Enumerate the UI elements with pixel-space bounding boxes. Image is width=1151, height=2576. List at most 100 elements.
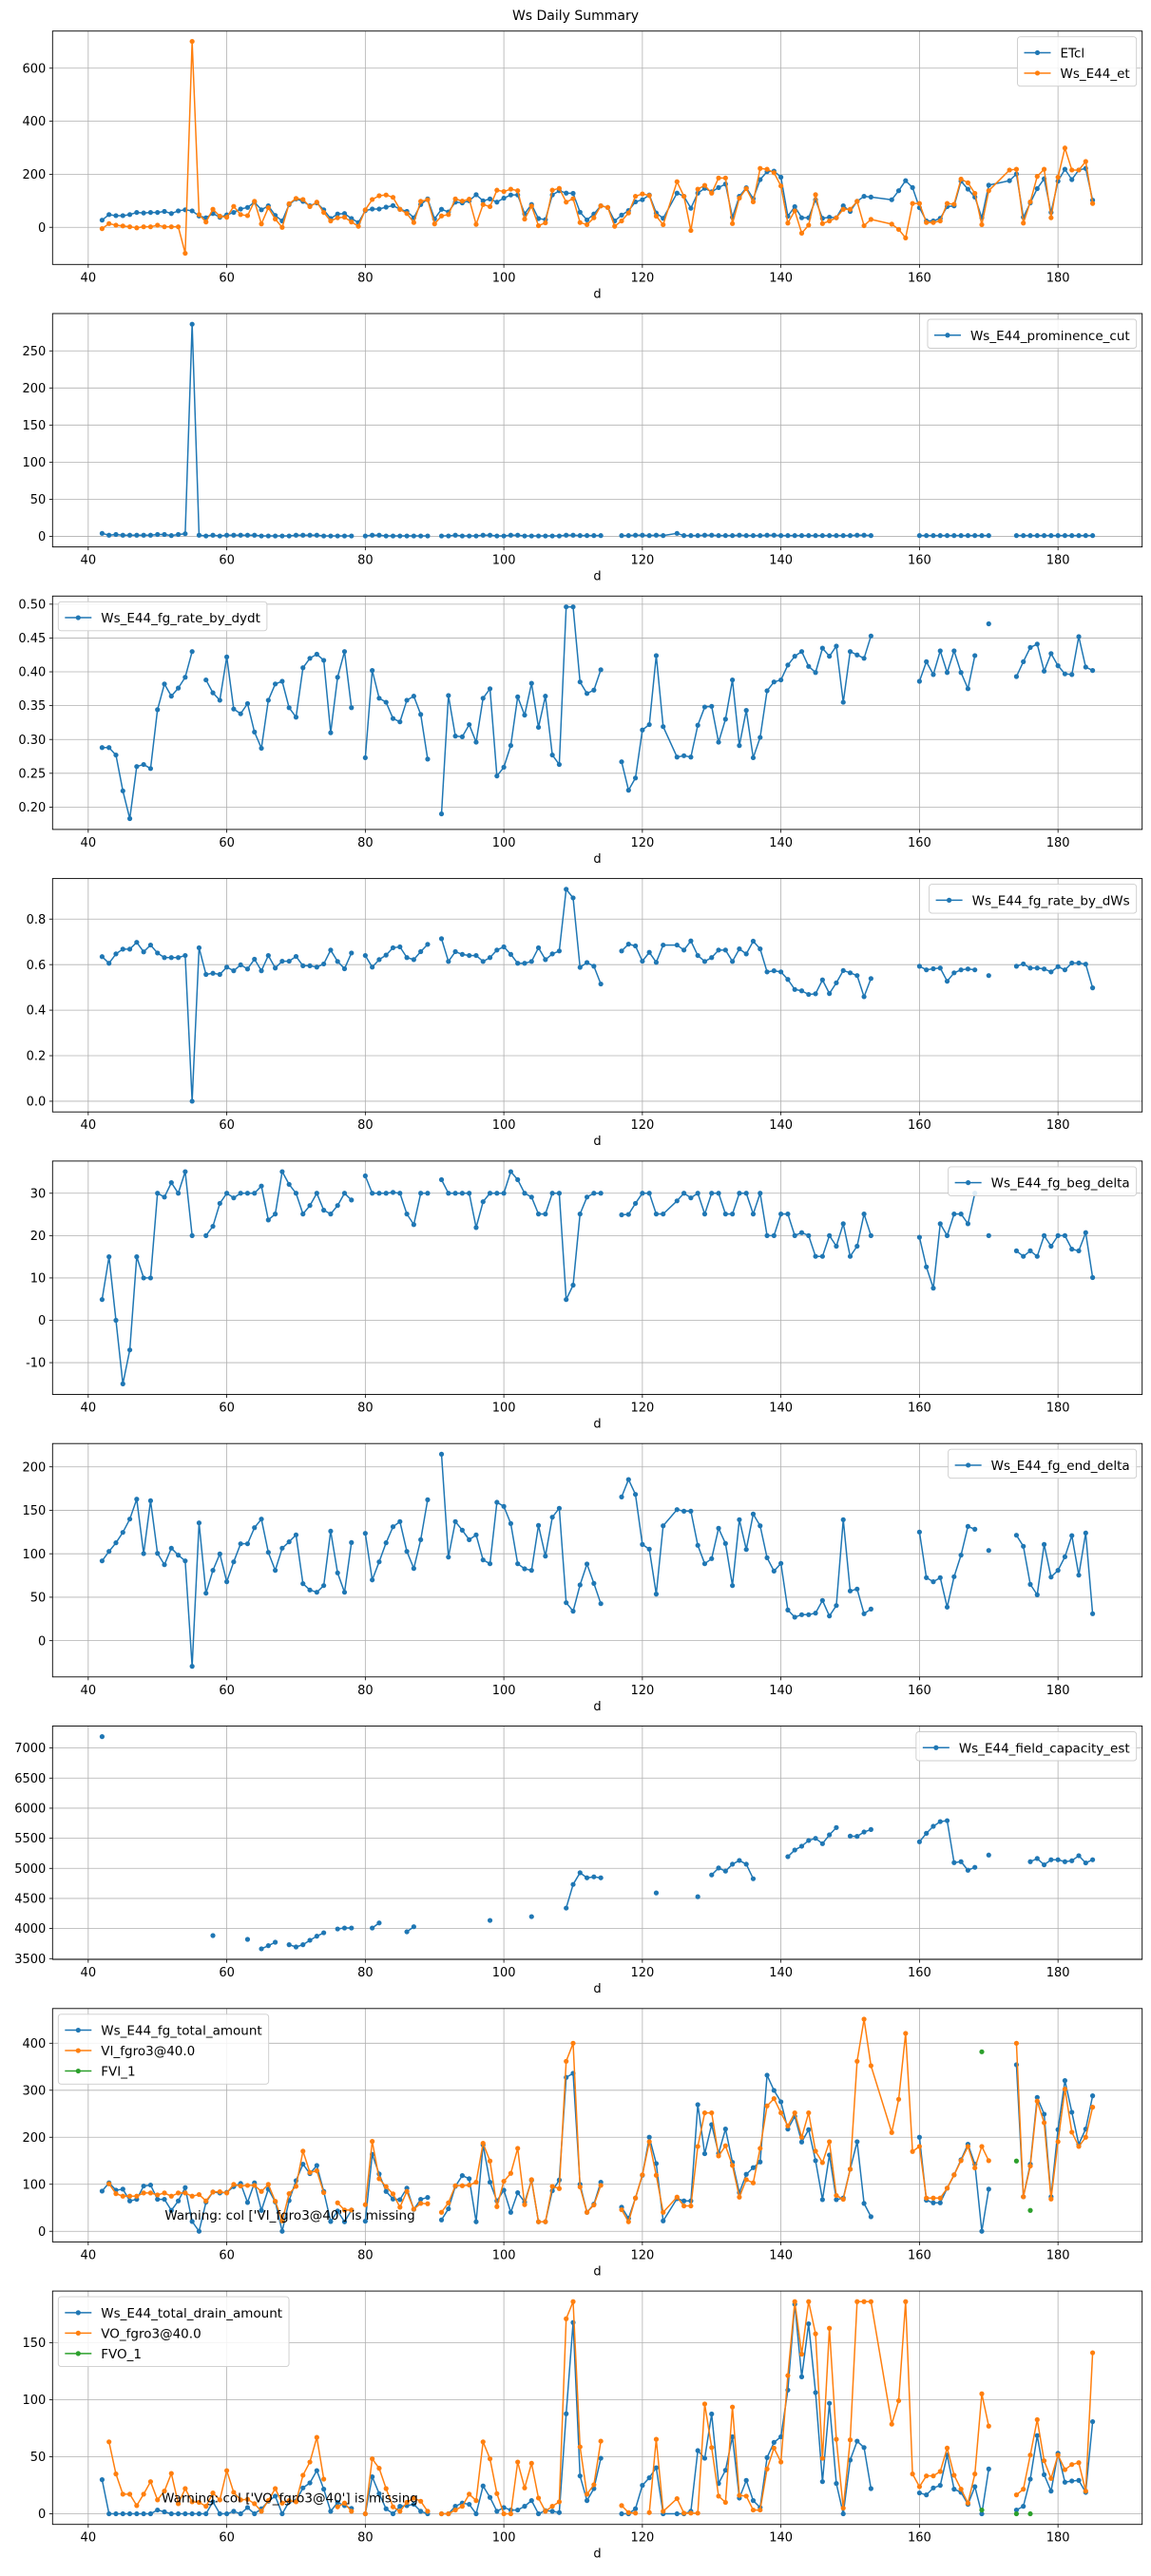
data-point [162, 681, 167, 687]
legend-box [57, 2013, 270, 2085]
data-point [1027, 2207, 1033, 2213]
y-tick-label: 5000 [14, 1862, 46, 1877]
data-point [903, 235, 909, 240]
data-point [279, 533, 285, 539]
data-point [986, 182, 991, 188]
data-point [147, 532, 154, 538]
data-point [584, 2498, 590, 2504]
data-point [827, 991, 833, 997]
data-point [438, 2209, 445, 2215]
data-point [764, 2072, 770, 2078]
data-point [397, 206, 403, 212]
data-point [806, 1232, 812, 1238]
data-point [1083, 2489, 1088, 2494]
data-point [1013, 166, 1020, 172]
data-point [126, 1517, 133, 1522]
data-point [1076, 960, 1082, 966]
data-point [827, 2400, 833, 2406]
data-point [1062, 2479, 1068, 2485]
data-point [370, 206, 375, 212]
legend: Ws_E44_fg_end_delta [948, 1448, 1138, 1479]
data-point [390, 1190, 396, 1195]
axes-frame [51, 1726, 1143, 1960]
data-point [452, 734, 458, 739]
data-point [819, 1841, 825, 1846]
data-point [508, 743, 514, 749]
data-point [598, 2438, 604, 2444]
data-point [155, 2192, 161, 2198]
data-point [383, 2486, 389, 2491]
data-point [868, 533, 873, 539]
data-point [175, 2510, 182, 2517]
data-point [515, 2507, 521, 2513]
data-point [1041, 533, 1047, 539]
data-point [619, 1494, 624, 1499]
data-point [210, 206, 216, 212]
data-point [168, 2471, 174, 2476]
data-point [625, 210, 631, 216]
data-point [716, 1525, 721, 1531]
data-point [286, 958, 292, 964]
data-point [924, 2473, 930, 2479]
data-point [273, 1568, 278, 1574]
data-point [868, 2486, 873, 2491]
data-point [834, 1603, 839, 1609]
data-point [570, 190, 576, 197]
data-point [661, 2509, 666, 2514]
data-point [452, 1191, 458, 1196]
data-point [494, 947, 500, 953]
data-point [501, 944, 507, 950]
data-point [134, 940, 140, 945]
data-point [293, 2184, 299, 2189]
data-point [625, 2219, 631, 2224]
data-point [951, 201, 957, 207]
data-point [1034, 185, 1040, 192]
data-point [487, 196, 493, 201]
data-point [217, 213, 222, 219]
data-point [467, 2491, 472, 2497]
y-tick-label: 300 [22, 2084, 46, 2098]
data-point [196, 945, 202, 951]
legend-label: VI_fgro3@40.0 [101, 2044, 195, 2059]
data-point [535, 533, 542, 539]
data-point [349, 1925, 355, 1931]
data-point [99, 745, 106, 751]
y-tick-label: 0.35 [18, 699, 46, 714]
data-point [383, 1540, 389, 1546]
data-point [259, 533, 264, 539]
legend-label: Ws_E44_fg_beg_delta [991, 1176, 1130, 1192]
data-point [1083, 664, 1088, 670]
data-point [785, 2373, 791, 2378]
data-point [743, 1191, 749, 1196]
data-point [162, 531, 167, 538]
y-tick-label: 50 [30, 1592, 47, 1606]
data-point [314, 2468, 319, 2473]
data-point [390, 2191, 396, 2197]
data-point [972, 1526, 978, 1532]
data-point [1021, 1253, 1026, 1259]
data-point [764, 532, 770, 538]
data-point [223, 2510, 230, 2517]
data-point [619, 1212, 624, 1218]
data-point [155, 707, 161, 713]
data-point [370, 2139, 375, 2145]
data-point [674, 2495, 680, 2502]
data-point [473, 2498, 479, 2504]
data-point [1076, 1573, 1082, 1578]
data-point [958, 1553, 964, 1558]
data-point [1034, 1253, 1040, 1259]
data-point [951, 1574, 957, 1579]
data-point [834, 2481, 839, 2487]
data-point [162, 224, 167, 230]
data-point [937, 2200, 943, 2205]
data-point [535, 1522, 542, 1528]
data-point [924, 533, 930, 539]
data-point [709, 2411, 715, 2417]
data-point [930, 2473, 936, 2479]
data-point [625, 2509, 631, 2515]
data-point [307, 2459, 313, 2465]
data-point [307, 2480, 313, 2486]
data-point [535, 724, 542, 731]
data-point [126, 946, 133, 952]
data-point [750, 2498, 757, 2504]
